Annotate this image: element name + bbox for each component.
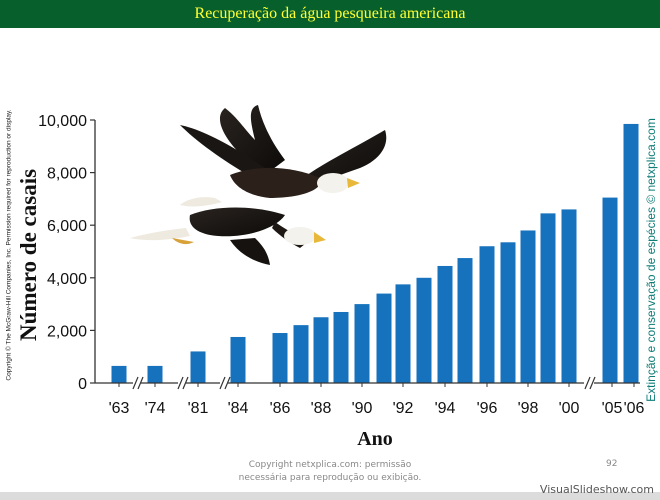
bar-63	[111, 365, 127, 383]
x-tick-label: '00	[559, 400, 580, 417]
x-axis-title: Ano	[357, 428, 393, 450]
y-tick-label: 10,000	[38, 113, 87, 130]
bald-eagles-illustration	[130, 105, 387, 265]
bar-81	[190, 351, 206, 383]
axis-break-mark	[132, 376, 139, 390]
bar-96	[479, 246, 495, 383]
bar-86	[272, 333, 288, 383]
x-tick-label: '74	[145, 400, 166, 417]
bar-91	[376, 293, 392, 383]
footer-copyright-line-1: Copyright netxplica.com: permissão	[248, 460, 412, 470]
bar-88	[313, 317, 329, 383]
bar-90	[354, 304, 370, 383]
lower-eagle	[130, 207, 326, 265]
x-tick-label: '96	[477, 400, 498, 417]
y-tick-label: 6,000	[47, 218, 87, 235]
y-tick-label: 0	[78, 376, 87, 393]
watermark-link[interactable]: VisualSlideshow.com	[539, 483, 654, 496]
axis-break-mark	[219, 376, 226, 390]
x-tick-label: '05	[602, 400, 623, 417]
x-tick-label: '81	[188, 400, 209, 417]
y-tick-label: 4,000	[47, 271, 87, 288]
bar-89	[333, 311, 349, 383]
bar-98	[520, 230, 536, 383]
x-tick-label: '63	[109, 400, 130, 417]
y-tick-label: 8,000	[47, 166, 87, 183]
x-tick-label: '06	[624, 400, 645, 417]
bar-95	[457, 258, 473, 383]
x-tick-label: '92	[393, 400, 414, 417]
y-tick-label: 2,000	[47, 323, 87, 340]
footer-copyright: Copyright netxplica.com: permissão neces…	[230, 459, 430, 485]
bar-99	[540, 213, 556, 383]
x-tick-label: '90	[352, 400, 373, 417]
axis-break-mark	[182, 376, 189, 390]
bar-05	[602, 197, 618, 383]
bar-92	[395, 284, 411, 383]
y-axis-title: Número de casais	[16, 169, 41, 341]
bar-93	[416, 277, 432, 383]
x-tick-label: '98	[518, 400, 539, 417]
axis-break-mark	[137, 376, 144, 390]
x-tick-label: '86	[270, 400, 291, 417]
axis-break-mark	[177, 376, 184, 390]
left-copyright-notice: Copyright © The McGraw-Hill Companies, I…	[5, 109, 13, 381]
bar-84	[230, 336, 246, 383]
x-tick-label: '88	[311, 400, 332, 417]
slide-title: Recuperação da água pesqueira americana	[194, 5, 466, 22]
x-tick-label: '94	[435, 400, 456, 417]
title-bar	[0, 0, 660, 28]
footer-copyright-line-2: necessária para reprodução ou exibição.	[238, 473, 422, 483]
right-credit-notice: Extinção e conservação de espécies © net…	[644, 118, 658, 402]
bar-97	[500, 242, 516, 383]
bar-74	[147, 365, 163, 383]
footer-strip	[0, 492, 660, 500]
bar-00	[561, 209, 577, 383]
axis-break-mark	[584, 376, 591, 390]
page-number: 92	[606, 459, 618, 469]
bar-06	[623, 123, 639, 383]
bar-94	[437, 265, 453, 383]
bar-87	[293, 325, 309, 383]
axis-break-mark	[589, 376, 596, 390]
axis-break-mark	[224, 376, 231, 390]
upper-eagle	[180, 105, 387, 207]
x-tick-label: '84	[228, 400, 249, 417]
